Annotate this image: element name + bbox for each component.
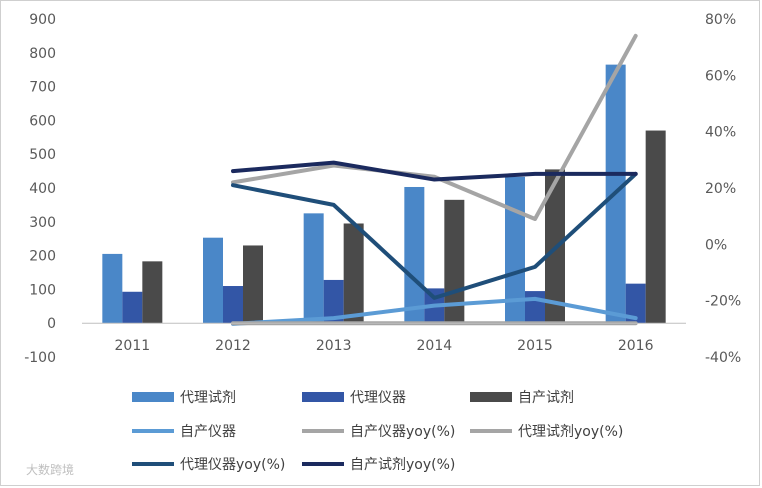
watermark: 大数跨境 [26,462,74,477]
y2-tick-label: 80% [705,12,736,28]
bar-自产试剂 [645,130,666,324]
y-tick-label: -100 [24,350,56,366]
bar-自产试剂 [243,245,263,324]
y-tick-label: 900 [29,12,56,28]
line-自产试剂yoy(%) [231,160,638,182]
bar-代理仪器 [625,283,646,324]
x-tick-label: 2014 [417,338,453,354]
legend-label: 代理试剂yoy(%) [518,424,623,440]
line-layer [231,33,638,326]
line-自产仪器yoy(%) [231,33,638,221]
bar-代理仪器 [525,291,545,324]
y2-tick-label: 40% [705,125,736,141]
bar-自产试剂 [343,223,364,324]
y2-tick-label: -40% [705,350,741,366]
x-tick-label: 2013 [316,338,352,354]
bar-代理仪器 [122,291,143,324]
y-tick-label: 400 [29,181,56,197]
bar-代理仪器 [223,286,243,324]
y-tick-label: 200 [29,249,56,265]
y-tick-label: 700 [29,80,56,96]
left-axis-ticks: 900 800 700 600 500 400 300 200 100 0 -100 [24,12,56,366]
legend-swatch [302,392,344,402]
y-tick-label: 800 [29,46,56,62]
legend-label: 代理仪器yoy(%) [180,457,285,473]
bar-layer [102,64,666,324]
legend-label: 自产试剂yoy(%) [350,457,455,473]
x-tick-label: 2011 [115,338,151,354]
y-tick-label: 100 [29,282,56,298]
x-axis-ticks: 2011 2012 2013 2014 2015 2016 [115,338,654,354]
y-tick-label: 500 [29,147,56,163]
y-tick-label: 0 [47,316,56,332]
x-tick-label: 2012 [215,338,251,354]
right-axis-ticks: 80% 60% 40% 20% 0% -20% -40% [705,12,741,366]
legend-label: 自产仪器yoy(%) [350,424,455,440]
bar-代理试剂 [404,186,425,324]
y2-tick-label: 20% [705,181,736,197]
line-自产仪器 [231,296,638,326]
legend-label: 代理试剂 [180,390,236,406]
bar-代理试剂 [203,237,223,324]
bar-代理试剂 [102,253,123,324]
y-tick-label: 300 [29,215,56,231]
legend-swatch [132,392,174,402]
legend-label: 自产试剂 [518,390,574,406]
y2-tick-label: 0% [705,237,727,253]
legend-label: 代理仪器 [350,390,406,406]
legend-swatch [470,392,512,402]
bar-自产试剂 [142,261,163,324]
line-代理仪器yoy(%) [231,171,638,300]
y2-tick-label: -20% [705,294,741,310]
y2-tick-label: 60% [705,68,736,84]
y-tick-label: 600 [29,113,56,129]
legend-label: 自产仪器 [180,424,236,440]
bar-代理试剂 [303,213,324,324]
x-tick-label: 2016 [618,338,654,354]
x-tick-label: 2015 [517,338,553,354]
bar-代理仪器 [323,279,344,324]
